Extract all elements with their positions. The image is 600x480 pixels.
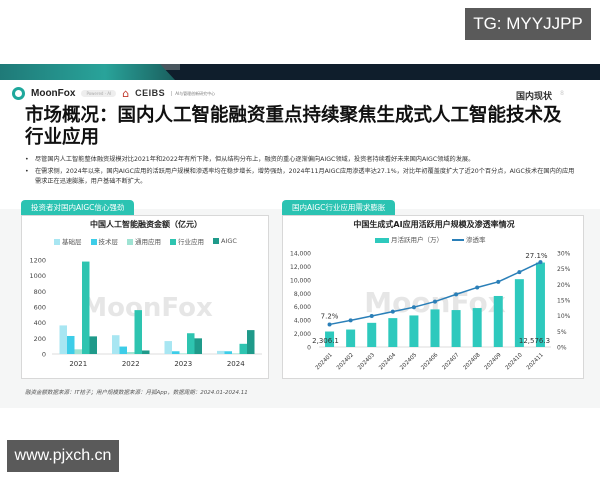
svg-text:202404: 202404 bbox=[378, 352, 397, 371]
funding-bar-chart: MoonFox 0 200 400 600 800 1000 1200 2021 2022 2023… bbox=[29, 257, 262, 368]
right-chart-legend: 月活跃用户（万） 渗透率 bbox=[375, 234, 486, 244]
bullet-list: 尽管国内人工智能整体融资规模对比2021年和2022年有所下降，但从结构分布上，… bbox=[25, 155, 575, 189]
svg-text:12,000: 12,000 bbox=[290, 264, 311, 271]
legend-item: 行业应用 bbox=[170, 236, 204, 246]
svg-text:202405: 202405 bbox=[399, 352, 418, 371]
legend-item: 技术层 bbox=[90, 236, 118, 246]
legend-item: 渗透率 bbox=[452, 234, 486, 244]
svg-text:10%: 10% bbox=[557, 313, 571, 320]
left-chart-panel: 中国人工智能融资金额（亿元） 基础层 技术层 通用应用 行业应用 AIGC MoonFo… bbox=[21, 215, 269, 379]
left-panel-tag: 投资者对国内AIGC信心强劲 bbox=[21, 200, 135, 215]
section-label: 国内现状 bbox=[515, 92, 552, 102]
svg-text:15%: 15% bbox=[557, 298, 571, 305]
svg-text:202410: 202410 bbox=[505, 352, 524, 371]
svg-text:20%: 20% bbox=[557, 282, 571, 289]
svg-text:202409: 202409 bbox=[484, 352, 503, 371]
svg-text:0%: 0% bbox=[557, 345, 567, 352]
ceibs-subtitle: AI与管理创新研究中心 bbox=[171, 90, 215, 96]
svg-text:2021: 2021 bbox=[69, 360, 87, 368]
svg-text:202407: 202407 bbox=[441, 352, 460, 371]
svg-text:2,000: 2,000 bbox=[294, 331, 311, 338]
svg-text:600: 600 bbox=[34, 304, 46, 312]
svg-text:0: 0 bbox=[307, 345, 311, 352]
left-chart-title: 中国人工智能融资金额（亿元） bbox=[90, 220, 202, 229]
svg-text:202408: 202408 bbox=[463, 352, 482, 371]
svg-text:30%: 30% bbox=[557, 251, 571, 258]
svg-text:2022: 2022 bbox=[122, 360, 140, 368]
svg-text:4,000: 4,000 bbox=[294, 318, 311, 325]
page-number: 8 bbox=[560, 90, 564, 97]
svg-text:2023: 2023 bbox=[174, 360, 192, 368]
legend-item: AIGC bbox=[213, 237, 237, 245]
legend-item: 通用应用 bbox=[127, 236, 161, 246]
users-penetration-chart: MoonFox02,0004,0006,0008,00010,00012,000… bbox=[290, 251, 571, 372]
svg-text:202401: 202401 bbox=[315, 352, 334, 371]
svg-text:202411: 202411 bbox=[526, 352, 545, 371]
ceibs-logo-text: CEIBS bbox=[135, 88, 166, 98]
svg-text:14,000: 14,000 bbox=[290, 251, 311, 258]
legend-item: 月活跃用户（万） bbox=[375, 234, 443, 244]
right-chart-title: 中国生成式AI应用活跃用户规模及渗透率情况 bbox=[353, 220, 515, 229]
svg-text:2024: 2024 bbox=[227, 360, 245, 368]
right-chart-panel: 中国生成式AI应用活跃用户规模及渗透率情况 月活跃用户（万） 渗透率 MoonFo… bbox=[282, 215, 584, 379]
svg-text:MoonFox: MoonFox bbox=[81, 293, 213, 323]
bullet-item: 尽管国内人工智能整体融资规模对比2021年和2022年有所下降，但从结构分布上，… bbox=[25, 155, 575, 165]
svg-text:1000: 1000 bbox=[29, 272, 46, 280]
svg-text:6,000: 6,000 bbox=[294, 304, 311, 311]
svg-text:0: 0 bbox=[42, 351, 46, 359]
logo-bar: MoonFox Powered · AI ⌂ CEIBS AI与管理创新研究中心 bbox=[12, 84, 215, 102]
watermark-tg: TG: MYYJJPP bbox=[465, 8, 591, 40]
slide: MoonFox Powered · AI ⌂ CEIBS AI与管理创新研究中心… bbox=[0, 64, 600, 408]
svg-text:7.2%: 7.2% bbox=[321, 312, 339, 320]
svg-text:800: 800 bbox=[34, 288, 46, 296]
svg-text:10,000: 10,000 bbox=[290, 277, 311, 284]
moonfox-logo-icon bbox=[12, 86, 25, 100]
left-chart-legend: 基础层 技术层 通用应用 行业应用 AIGC bbox=[54, 236, 237, 246]
svg-text:8,000: 8,000 bbox=[294, 291, 311, 298]
logo-pill: Powered · AI bbox=[81, 89, 117, 97]
svg-text:5%: 5% bbox=[557, 329, 567, 336]
legend-item: 基础层 bbox=[54, 236, 82, 246]
svg-text:1200: 1200 bbox=[29, 257, 46, 265]
svg-text:202406: 202406 bbox=[420, 352, 439, 371]
data-source-footnote: 融资金额数据来源：IT桔子；用户规模数据来源：月狐App，数据周期：2024.0… bbox=[25, 390, 248, 396]
svg-text:200: 200 bbox=[34, 335, 46, 343]
right-panel-tag: 国内AIGC行业应用需求膨胀 bbox=[282, 200, 396, 215]
svg-text:25%: 25% bbox=[557, 266, 571, 273]
svg-text:202403: 202403 bbox=[357, 352, 376, 371]
page-title: 市场概况：国内人工智能融资重点持续聚焦生成式人工智能技术及行业应用 bbox=[25, 105, 562, 148]
svg-text:400: 400 bbox=[34, 319, 46, 327]
svg-text:202402: 202402 bbox=[336, 352, 355, 371]
watermark-url: www.pjxch.cn bbox=[7, 440, 119, 472]
svg-text:27.1%: 27.1% bbox=[525, 252, 548, 260]
svg-text:2,306.1: 2,306.1 bbox=[312, 337, 339, 345]
moonfox-logo-text: MoonFox bbox=[31, 87, 76, 99]
ceibs-logo-icon: ⌂ bbox=[122, 86, 130, 100]
bullet-item: 在需求侧，2024年以来，国内AIGC应用的活跃用户规模和渗透率均在稳步增长，增… bbox=[25, 167, 575, 187]
top-banner bbox=[0, 64, 600, 80]
svg-text:12,576.3: 12,576.3 bbox=[519, 337, 550, 345]
